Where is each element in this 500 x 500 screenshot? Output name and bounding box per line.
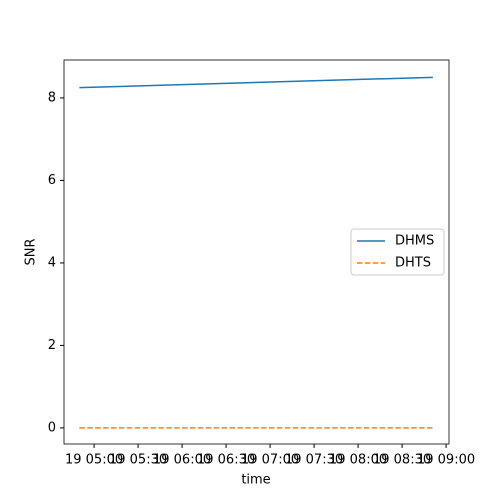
y-axis-label: SNR	[24, 238, 39, 265]
y-tick-label: 2	[48, 338, 56, 353]
legend-label: DHMS	[395, 234, 434, 249]
x-axis-label: time	[241, 473, 270, 488]
x-tick-label: 19 08:00	[329, 453, 387, 468]
x-tick-label: 19 05:30	[109, 453, 167, 468]
x-tick-label: 19 09:00	[417, 453, 475, 468]
x-tick-label: 19 06:30	[197, 453, 255, 468]
legend-label: DHTS	[395, 256, 431, 271]
line	[79, 76, 433, 89]
y-tick-label: 6	[48, 173, 56, 188]
x-tick-label: 19 05:00	[65, 453, 123, 468]
y-tick-label: 8	[48, 90, 56, 105]
x-tick-label: 19 08:30	[373, 453, 431, 468]
plot-frame	[63, 59, 450, 445]
x-tick-label: 19 07:00	[241, 453, 299, 468]
y-tick-label: 0	[48, 420, 56, 435]
y-tick-label: 4	[48, 255, 56, 270]
x-tick-label: 19 07:30	[285, 453, 343, 468]
x-tick-label: 19 06:00	[153, 453, 211, 468]
